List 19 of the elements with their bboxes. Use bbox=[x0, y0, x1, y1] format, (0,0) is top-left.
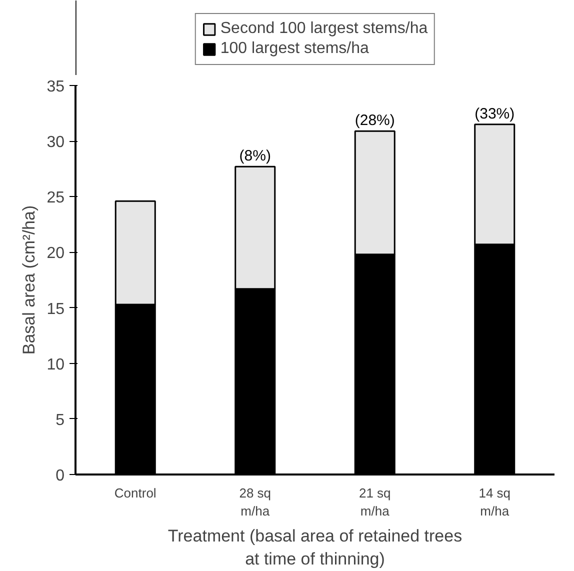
legend-label: 100 largest stems/ha bbox=[220, 40, 369, 58]
y-tick-label: 15 bbox=[46, 300, 65, 318]
y-axis-title: Basal area (cm²/ha) bbox=[20, 205, 39, 355]
x-axis-title: Treatment (basal area of retained trees at time of thinning) bbox=[168, 526, 462, 568]
x-tick-label: 28 sq m/ha bbox=[239, 486, 272, 518]
legend-label: Second 100 largest stems/ha bbox=[220, 20, 428, 38]
y-tick-label: 30 bbox=[46, 134, 65, 152]
y-tick-label: 20 bbox=[46, 245, 65, 262]
y-tick-label: 25 bbox=[46, 190, 65, 207]
annotation: (33%) bbox=[474, 105, 515, 122]
x-tick-label: Control bbox=[114, 486, 156, 500]
annotation: (28%) bbox=[354, 112, 395, 130]
y-tick-label: 5 bbox=[56, 412, 65, 429]
x-tick-label: 14 sq m/ha bbox=[478, 486, 511, 518]
annotation: (8%) bbox=[239, 148, 271, 165]
y-tick-label: 35 bbox=[46, 78, 65, 96]
y-tick-label: 0 bbox=[56, 468, 65, 484]
y-tick-label: 10 bbox=[46, 356, 65, 374]
x-tick-label: 21 sq m/ha bbox=[358, 486, 391, 518]
